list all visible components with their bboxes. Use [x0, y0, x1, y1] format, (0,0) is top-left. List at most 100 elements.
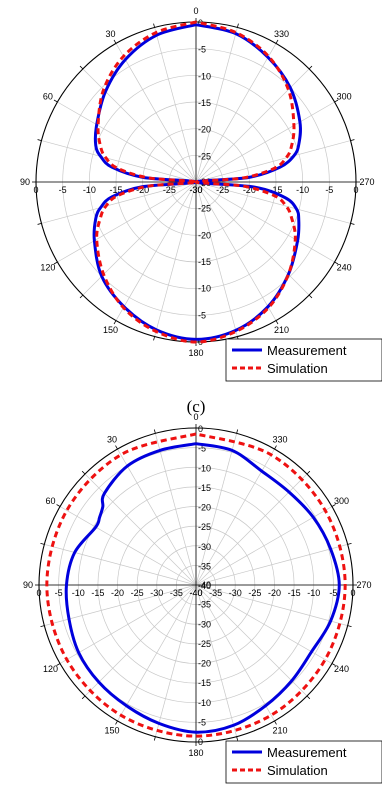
radial-tick-label-bottom: -10 — [198, 284, 211, 294]
radial-tick-label-top: -25 — [198, 522, 211, 532]
angle-tick-mark — [334, 99, 339, 103]
radial-tick-label-right: -20 — [268, 588, 281, 598]
radial-tick-label-left: -40 — [189, 588, 202, 598]
angle-tick-mark — [350, 223, 355, 225]
radial-tick-label-top: -30 — [198, 542, 211, 552]
radial-tick-label-right: -40 — [189, 588, 202, 598]
angle-tick-label: 30 — [107, 435, 117, 445]
legend-box — [225, 338, 382, 382]
polar-chart-top: 0306090120150180210240270300330-30-30-30… — [20, 6, 382, 382]
angle-tick-label: 330 — [272, 435, 287, 445]
figure-caption: (c) — [187, 397, 206, 416]
radial-tick-label-right: -5 — [325, 185, 333, 195]
radial-tick-label-right: 0 — [350, 588, 355, 598]
angle-tick-mark — [115, 445, 118, 450]
radial-tick-label-bottom: -5 — [198, 717, 206, 727]
angle-tick-mark — [275, 39, 279, 44]
angle-tick-mark — [275, 320, 279, 325]
radial-tick-label-right: -5 — [329, 588, 337, 598]
angle-tick-mark — [308, 65, 313, 70]
angle-tick-label: 90 — [23, 580, 33, 590]
radial-tick-label-top: -15 — [198, 98, 211, 108]
angle-tick-mark — [56, 663, 61, 666]
radial-tick-label-bottom: -5 — [198, 310, 206, 320]
radial-tick-label-right: -25 — [248, 588, 261, 598]
polar-chart-bottom: 0306090120150180210240270300330-40-40-40… — [23, 412, 382, 784]
angle-tick-label: 180 — [188, 348, 203, 358]
angle-tick-mark — [81, 695, 86, 700]
radial-tick-label-bottom: -20 — [198, 230, 211, 240]
radial-tick-label-bottom: -40 — [198, 580, 211, 590]
radial-tick-label-left: -25 — [131, 588, 144, 598]
radial-tick-label-left: 0 — [33, 185, 38, 195]
radial-tick-label-right: -15 — [269, 185, 282, 195]
legend-label-simulation: Simulation — [267, 763, 328, 778]
series-simulation-line — [95, 20, 297, 344]
angle-tick-mark — [113, 39, 117, 44]
angle-tick-mark — [53, 99, 58, 103]
radial-tick-label-bottom: -20 — [198, 659, 211, 669]
radial-tick-label-right: -10 — [296, 185, 309, 195]
angle-tick-label: 90 — [20, 177, 30, 187]
angle-tick-mark — [236, 736, 239, 741]
radial-tick-label-left: -25 — [163, 185, 176, 195]
legend-label-simulation: Simulation — [267, 361, 328, 376]
radial-tick-label-left: -20 — [136, 185, 149, 195]
angle-tick-label: 270 — [359, 177, 374, 187]
radial-tick-label-left: -5 — [55, 588, 63, 598]
radial-tick-label-top: 0 — [198, 424, 203, 434]
radial-tick-label-bottom: -10 — [198, 698, 211, 708]
radial-tick-label-top: 0 — [198, 18, 203, 28]
radial-tick-label-left: -35 — [170, 588, 183, 598]
angle-tick-mark — [40, 625, 45, 628]
series-simulation-line — [45, 432, 347, 738]
angle-tick-mark — [113, 320, 117, 325]
angle-tick-mark — [37, 223, 42, 225]
radial-tick-label-right: -20 — [243, 185, 256, 195]
radial-tick-label-bottom: -30 — [198, 619, 211, 629]
angle-tick-mark — [331, 504, 336, 507]
angle-tick-label: 60 — [43, 92, 53, 102]
radial-tick-label-left: -15 — [91, 588, 104, 598]
radial-tick-label-bottom: -25 — [198, 639, 211, 649]
angle-tick-label: 60 — [45, 496, 55, 506]
legend-label-measurement: Measurement — [267, 343, 347, 358]
angle-tick-mark — [79, 294, 84, 299]
angle-tick-mark — [306, 695, 311, 700]
radial-tick-label-top: -35 — [198, 561, 211, 571]
angle-tick-label: 150 — [103, 325, 118, 335]
angle-tick-mark — [37, 139, 42, 141]
radial-tick-label-top: -40 — [198, 581, 211, 591]
angle-tick-mark — [79, 65, 84, 70]
legend-label-measurement: Measurement — [267, 745, 347, 760]
angle-tick-label: 150 — [104, 725, 119, 735]
radial-tick-label-right: -15 — [288, 588, 301, 598]
angle-tick-label: 120 — [43, 664, 58, 674]
radial-tick-label-bottom: -35 — [198, 600, 211, 610]
angle-tick-label: 210 — [274, 325, 289, 335]
angle-tick-label: 0 — [193, 412, 198, 422]
angle-tick-mark — [81, 470, 86, 475]
radial-tick-label-bottom: 0 — [198, 737, 203, 747]
radial-tick-label-left: -10 — [83, 185, 96, 195]
radial-tick-label-right: -25 — [216, 185, 229, 195]
angle-tick-label: 300 — [334, 496, 349, 506]
angle-tick-mark — [274, 720, 277, 725]
radial-tick-label-left: 0 — [36, 588, 41, 598]
radial-tick-label-right: -30 — [189, 185, 202, 195]
radial-tick-label-top: -20 — [198, 503, 211, 513]
angle-tick-mark — [347, 625, 352, 628]
radial-tick-label-left: -15 — [109, 185, 122, 195]
angle-tick-label: 210 — [272, 725, 287, 735]
radial-tick-label-top: -5 — [198, 444, 206, 454]
series-measurement-line — [92, 23, 302, 341]
radial-tick-label-left: -5 — [59, 185, 67, 195]
angle-tick-mark — [274, 445, 277, 450]
radial-tick-label-left: -30 — [189, 185, 202, 195]
angle-tick-mark — [331, 663, 336, 666]
radial-tick-label-bottom: -15 — [198, 257, 211, 267]
radial-tick-label-right: -10 — [307, 588, 320, 598]
angle-tick-mark — [237, 23, 239, 28]
radial-tick-label-left: -10 — [72, 588, 85, 598]
